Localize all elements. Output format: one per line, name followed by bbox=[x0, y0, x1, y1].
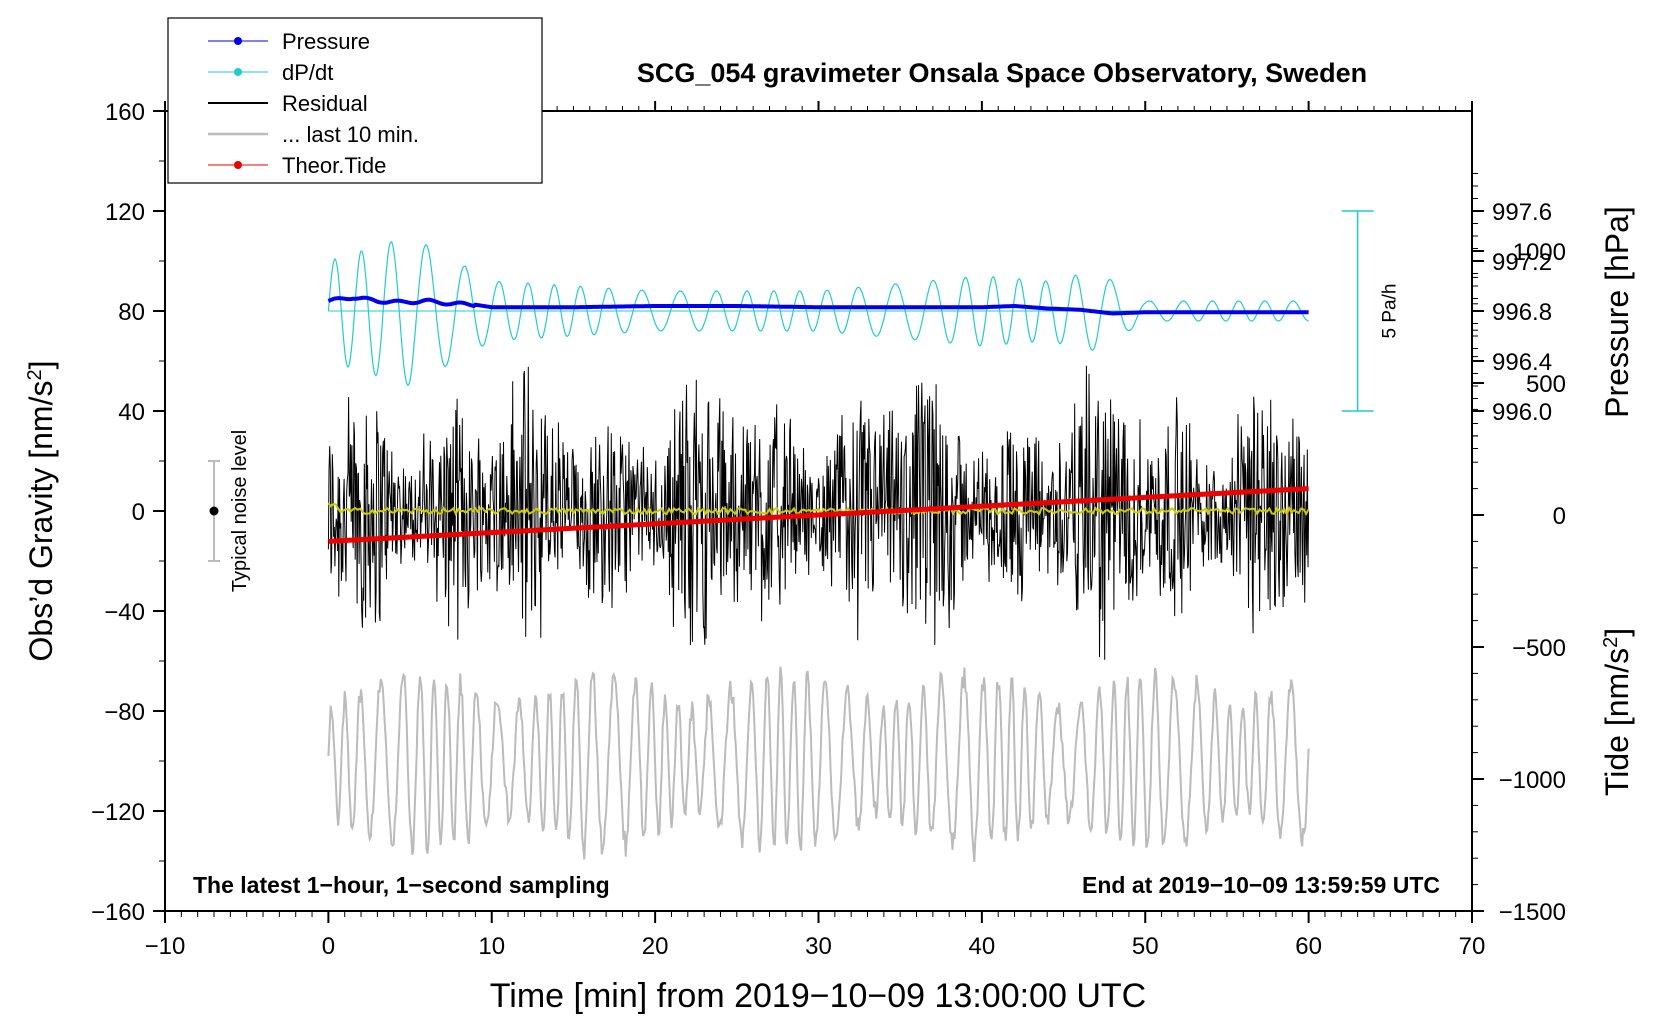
legend-marker bbox=[234, 161, 242, 169]
scale-bar-label: 5 Pa/h bbox=[1380, 284, 1401, 339]
legend-marker bbox=[234, 37, 242, 45]
y-axis-label-left: Obs’d Gravity [nm/s2] bbox=[23, 361, 59, 662]
pressure-tick-label: 997.6 bbox=[1492, 199, 1552, 226]
tide-tick-label: 1000 bbox=[1513, 239, 1566, 266]
pressure-line bbox=[327, 295, 1309, 316]
pressure-tick-label: 997.2 bbox=[1492, 249, 1552, 276]
tide-tick-label: −1500 bbox=[1499, 899, 1566, 926]
x-tick-label: 70 bbox=[1459, 933, 1486, 960]
y-tick-label: −120 bbox=[91, 799, 145, 826]
legend-label: Pressure bbox=[282, 29, 370, 54]
last-10-min-line bbox=[327, 666, 1310, 863]
noise-bar-label: Typical noise level bbox=[229, 430, 251, 592]
y-label-main: Obs’d Gravity [nm/s bbox=[23, 381, 59, 662]
smoothed-residual-line bbox=[327, 502, 1310, 517]
legend-label: ... last 10 min. bbox=[282, 122, 419, 147]
annotation-left: The latest 1−hour, 1−second sampling bbox=[193, 872, 610, 898]
legend-box bbox=[167, 17, 543, 184]
y-label-end: ] bbox=[23, 361, 59, 370]
legend-label: Residual bbox=[282, 91, 368, 116]
y-tick-label: −80 bbox=[104, 699, 145, 726]
x-tick-label: 0 bbox=[322, 933, 335, 960]
y-tick-label: 160 bbox=[105, 99, 145, 126]
y-tick-label: 0 bbox=[132, 499, 145, 526]
y-axis-label-pressure: Pressure [hPa] bbox=[1599, 206, 1635, 418]
y-tick-label: 120 bbox=[105, 199, 145, 226]
x-tick-label: 50 bbox=[1132, 933, 1159, 960]
tide-label-sup: 2 bbox=[1600, 637, 1622, 648]
legend: Pressure dP/dt Residual ... last 10 min. The… bbox=[167, 17, 543, 184]
tide-tick-label: −1000 bbox=[1499, 767, 1566, 794]
y-axis-label-tide: Tide [nm/s2] bbox=[1599, 628, 1635, 796]
tide-line bbox=[328, 486, 1309, 544]
noise-bar-dot bbox=[209, 506, 219, 516]
pressure-tick-label: 996.4 bbox=[1492, 349, 1552, 376]
x-tick-label: −10 bbox=[145, 933, 186, 960]
legend-label: dP/dt bbox=[282, 60, 333, 85]
bars-layer: 5 Pa/h Typical noise level bbox=[208, 210, 1401, 592]
annotation-right: End at 2019−10−09 13:59:59 UTC bbox=[1082, 872, 1440, 898]
pressure-tick-label: 996.8 bbox=[1492, 299, 1552, 326]
tide-tick-label: 500 bbox=[1526, 371, 1566, 398]
x-axis-label: Time [min] from 2019−10−09 13:00:00 UTC bbox=[490, 977, 1146, 1015]
x-tick-label: 10 bbox=[478, 933, 505, 960]
x-tick-label: 60 bbox=[1295, 933, 1322, 960]
data-layer bbox=[327, 240, 1310, 863]
residual-line bbox=[327, 365, 1310, 660]
legend-label: Theor.Tide bbox=[282, 153, 386, 178]
y-tick-label: −40 bbox=[104, 599, 145, 626]
tide-tick-label: 0 bbox=[1553, 503, 1566, 530]
x-tick-label: 30 bbox=[805, 933, 832, 960]
tide-label-main: Tide [nm/s bbox=[1599, 648, 1635, 796]
x-tick-label: 20 bbox=[642, 933, 669, 960]
pressure-tick-label: 996.0 bbox=[1492, 399, 1552, 426]
chart-title: SCG_054 gravimeter Onsala Space Observat… bbox=[637, 58, 1367, 88]
y-label-sup: 2 bbox=[24, 369, 46, 380]
tide-label-end: ] bbox=[1599, 628, 1635, 637]
tide-tick-label: −500 bbox=[1512, 635, 1566, 662]
legend-marker bbox=[234, 68, 242, 76]
y-tick-label: 40 bbox=[118, 399, 145, 426]
y-tick-label: 80 bbox=[118, 299, 145, 326]
y-tick-label: −160 bbox=[91, 899, 145, 926]
axis-layer: −10 0 10 20 30 40 50 60 70 −160 −120 −80 −40 0 40 80 120… bbox=[91, 99, 1566, 960]
x-tick-label: 40 bbox=[969, 933, 996, 960]
